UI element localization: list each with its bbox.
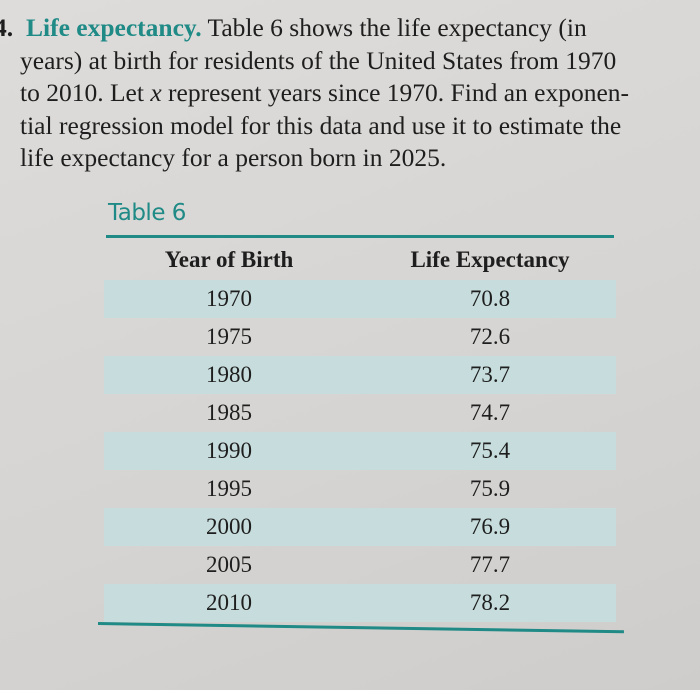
table-row: 1975 72.6 bbox=[104, 318, 616, 356]
cell-life-expectancy: 73.7 bbox=[364, 356, 616, 394]
table-row: 1995 75.9 bbox=[104, 470, 616, 508]
cell-life-expectancy: 70.8 bbox=[364, 280, 616, 318]
cell-year: 2000 bbox=[104, 508, 364, 546]
column-header-year: Year of Birth bbox=[164, 247, 294, 272]
cell-year: 1970 bbox=[104, 280, 364, 318]
table-row: 2010 78.2 bbox=[104, 584, 616, 622]
table-top-rule bbox=[106, 235, 614, 238]
variable-x: x bbox=[150, 78, 162, 107]
problem-line-text: Table 6 shows the life expectancy (in bbox=[201, 13, 587, 42]
cell-life-expectancy: 78.2 bbox=[364, 584, 616, 622]
cell-life-expectancy: 74.7 bbox=[469, 400, 511, 425]
table-row: 1985 74.7 bbox=[104, 394, 616, 432]
cell-year: 1990 bbox=[104, 432, 364, 470]
cell-year: 1985 bbox=[206, 400, 252, 425]
problem-heading: Life expectancy. bbox=[26, 13, 202, 42]
table-header-row: Year of Birth Life Expectancy bbox=[104, 240, 616, 280]
table-bottom-rule bbox=[97, 622, 624, 634]
problem-line: to 2010. Let x represent years since 197… bbox=[0, 77, 694, 110]
problem-number: 4. bbox=[0, 13, 14, 42]
column-header-life-expectancy: Life Expectancy bbox=[410, 247, 570, 272]
table-row: 1970 70.8 bbox=[104, 280, 616, 318]
table-row: 1980 73.7 bbox=[104, 356, 616, 394]
cell-year: 1980 bbox=[104, 356, 364, 394]
cell-life-expectancy: 75.4 bbox=[364, 432, 616, 470]
life-expectancy-table: Year of Birth Life Expectancy 1970 70.8 19… bbox=[104, 240, 616, 622]
problem-line: tial regression model for this data and … bbox=[20, 110, 622, 140]
problem-line: life expectancy for a person born in 202… bbox=[20, 143, 447, 172]
cell-life-expectancy: 77.7 bbox=[469, 552, 511, 577]
cell-life-expectancy: 75.9 bbox=[469, 476, 511, 501]
problem-line-text: to 2010. Let bbox=[20, 78, 151, 107]
cell-year: 2005 bbox=[206, 552, 252, 577]
table-row: 2000 76.9 bbox=[104, 508, 616, 546]
problem-line: years) at birth for residents of the Uni… bbox=[20, 45, 617, 75]
problem-text: 4. Life expectancy. Table 6 shows the lif… bbox=[0, 12, 694, 175]
table-row: 1990 75.4 bbox=[104, 432, 616, 470]
table-title: Table 6 bbox=[108, 200, 186, 226]
problem-line-text: represent years since 1970. Find an expo… bbox=[161, 78, 630, 107]
cell-year: 1975 bbox=[206, 324, 252, 349]
cell-year: 1995 bbox=[206, 476, 252, 501]
table-row: 2005 77.7 bbox=[104, 546, 616, 584]
cell-year: 2010 bbox=[104, 584, 364, 622]
cell-life-expectancy: 72.6 bbox=[469, 324, 511, 349]
problem-line: 4. Life expectancy. Table 6 shows the lif… bbox=[0, 12, 694, 45]
cell-life-expectancy: 76.9 bbox=[364, 508, 616, 546]
